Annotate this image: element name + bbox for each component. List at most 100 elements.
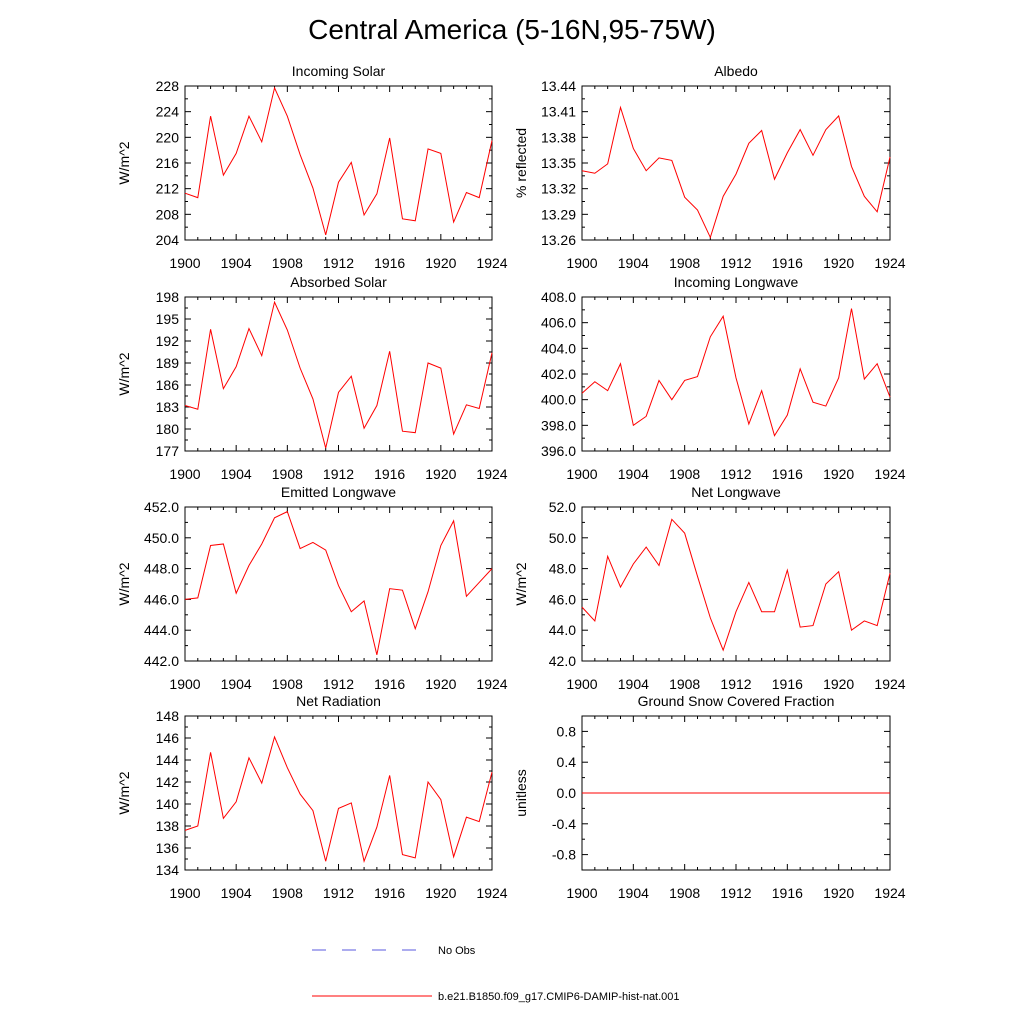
chart-albedo-title: Albedo: [714, 63, 758, 79]
chart-net-radiation-ytick-label: 138: [156, 818, 180, 834]
chart-albedo: Albedo % reflected 1900 1904 1908 1912 1916 192…: [513, 63, 906, 271]
chart-net-radiation-ytick-label: 148: [156, 708, 180, 724]
chart-incoming-longwave-frame: [581, 296, 891, 452]
chart-incoming-longwave-xtick-label: 1904: [618, 466, 649, 482]
chart-net-radiation-ytick-label: 134: [156, 862, 180, 878]
chart-albedo-ylabel: % reflected: [513, 128, 529, 198]
chart-ground-snow-covered-fraction: Ground Snow Covered Fraction unitless 1900…: [513, 693, 906, 901]
chart-incoming-solar-ytick-label: 220: [156, 129, 180, 145]
chart-absorbed-solar: Absorbed Solar W/m^2 1900 1904 1908 1912 1916 1…: [116, 274, 508, 482]
chart-net-radiation-xtick-label: 1912: [323, 885, 354, 901]
chart-net-longwave-xtick-label: 1912: [720, 676, 751, 692]
chart-net-longwave-ytick-label: 42.0: [549, 653, 576, 669]
chart-albedo-xtick-label: 1900: [566, 255, 597, 271]
chart-incoming-longwave-xtick-label: 1908: [669, 466, 700, 482]
chart-emitted-longwave-xtick-label: 1920: [425, 676, 456, 692]
chart-incoming-solar-series-line: [184, 86, 493, 236]
page-title: Central America (5-16N,95-75W): [308, 14, 716, 45]
chart-net-longwave-series-line: [581, 518, 891, 652]
chart-net-longwave: Net Longwave W/m^2 1900 1904 1908 1912 1916 192…: [513, 484, 906, 692]
chart-emitted-longwave: Emitted Longwave W/m^2 1900 1904 1908 1912 191…: [116, 484, 508, 692]
chart-net-radiation-xtick-label: 1916: [374, 885, 405, 901]
chart-net-longwave-xtick-label: 1900: [566, 676, 597, 692]
chart-absorbed-solar-title: Absorbed Solar: [290, 274, 387, 290]
chart-absorbed-solar-ytick-label: 177: [156, 443, 180, 459]
chart-albedo-ytick-label: 13.38: [541, 129, 576, 145]
chart-incoming-solar-xtick-label: 1920: [425, 255, 456, 271]
chart-ground-snow-covered-fraction-xtick-label: 1920: [823, 885, 854, 901]
chart-incoming-longwave-ytick-label: 402.0: [541, 366, 576, 382]
chart-net-radiation-xtick-label: 1900: [169, 885, 200, 901]
chart-ground-snow-covered-fraction-xtick-label: 1912: [720, 885, 751, 901]
chart-emitted-longwave-ytick-label: 450.0: [144, 530, 179, 546]
chart-albedo-ytick-label: 13.44: [541, 78, 576, 94]
chart-ground-snow-covered-fraction-ytick-label: -0.4: [552, 816, 576, 832]
chart-incoming-solar-ytick-label: 224: [156, 104, 180, 120]
chart-emitted-longwave-xtick-label: 1924: [476, 676, 507, 692]
chart-incoming-solar-ytick-label: 208: [156, 206, 180, 222]
chart-absorbed-solar-series-line: [184, 300, 493, 449]
chart-ground-snow-covered-fraction-xtick-label: 1916: [772, 885, 803, 901]
chart-incoming-solar-ytick-label: 216: [156, 155, 180, 171]
chart-emitted-longwave-xtick-label: 1912: [323, 676, 354, 692]
chart-incoming-longwave-xtick-label: 1924: [874, 466, 905, 482]
chart-emitted-longwave-ytick-label: 452.0: [144, 499, 179, 515]
chart-net-radiation-xtick-label: 1924: [476, 885, 507, 901]
chart-incoming-longwave-ytick-label: 406.0: [541, 315, 576, 331]
chart-absorbed-solar-xtick-label: 1924: [476, 466, 507, 482]
chart-incoming-longwave-ytick-label: 404.0: [541, 340, 576, 356]
chart-net-radiation-ytick-label: 140: [156, 796, 180, 812]
chart-net-longwave-ylabel: W/m^2: [513, 562, 529, 605]
chart-absorbed-solar-ytick-label: 180: [156, 421, 180, 437]
chart-emitted-longwave-ytick-label: 444.0: [144, 622, 179, 638]
chart-absorbed-solar-xtick-label: 1908: [272, 466, 303, 482]
chart-net-radiation-frame: [184, 715, 493, 871]
chart-incoming-solar-xtick-label: 1924: [476, 255, 507, 271]
chart-albedo-xtick-label: 1916: [772, 255, 803, 271]
chart-incoming-longwave-title: Incoming Longwave: [674, 274, 799, 290]
chart-incoming-longwave-xtick-label: 1916: [772, 466, 803, 482]
chart-net-radiation-ytick-label: 144: [156, 752, 180, 768]
chart-absorbed-solar-ytick-label: 192: [156, 333, 180, 349]
chart-incoming-longwave-ytick-label: 408.0: [541, 289, 576, 305]
chart-incoming-longwave-ytick-label: 400.0: [541, 392, 576, 408]
chart-incoming-longwave-series-line: [581, 308, 891, 437]
chart-ground-snow-covered-fraction-ylabel: unitless: [513, 769, 529, 816]
chart-net-longwave-frame: [581, 506, 891, 662]
chart-net-longwave-ytick-label: 52.0: [549, 499, 576, 515]
chart-net-radiation-ytick-label: 146: [156, 730, 180, 746]
chart-albedo-ytick-label: 13.35: [541, 155, 576, 171]
chart-net-radiation-xtick-label: 1904: [221, 885, 252, 901]
chart-albedo-xtick-label: 1904: [618, 255, 649, 271]
chart-net-longwave-ytick-label: 44.0: [549, 622, 576, 638]
chart-albedo-ytick-label: 13.29: [541, 206, 576, 222]
chart-net-radiation-ylabel: W/m^2: [116, 771, 132, 814]
chart-net-radiation-title: Net Radiation: [296, 693, 381, 709]
chart-incoming-solar-xtick-label: 1908: [272, 255, 303, 271]
chart-emitted-longwave-xtick-label: 1908: [272, 676, 303, 692]
chart-albedo-xtick-label: 1912: [720, 255, 751, 271]
chart-absorbed-solar-xtick-label: 1904: [221, 466, 252, 482]
chart-absorbed-solar-ytick-label: 198: [156, 289, 180, 305]
chart-absorbed-solar-ylabel: W/m^2: [116, 352, 132, 395]
chart-net-longwave-ytick-label: 46.0: [549, 591, 576, 607]
chart-absorbed-solar-xtick-label: 1916: [374, 466, 405, 482]
chart-albedo-xtick-label: 1924: [874, 255, 905, 271]
chart-net-longwave-xtick-label: 1924: [874, 676, 905, 692]
chart-ground-snow-covered-fraction-xtick-label: 1904: [618, 885, 649, 901]
chart-net-longwave-ytick-label: 50.0: [549, 530, 576, 546]
chart-emitted-longwave-series-line: [184, 510, 493, 655]
chart-absorbed-solar-xtick-label: 1900: [169, 466, 200, 482]
chart-net-longwave-xtick-label: 1920: [823, 676, 854, 692]
chart-albedo-frame: [581, 85, 891, 241]
chart-ground-snow-covered-fraction-title: Ground Snow Covered Fraction: [638, 693, 835, 709]
chart-ground-snow-covered-fraction-ytick-label: -0.8: [552, 847, 576, 863]
chart-incoming-longwave-ytick-label: 398.0: [541, 417, 576, 433]
chart-net-radiation-ytick-label: 136: [156, 840, 180, 856]
chart-ground-snow-covered-fraction-xtick-label: 1900: [566, 885, 597, 901]
chart-ground-snow-covered-fraction-ytick-label: 0.0: [557, 785, 577, 801]
chart-albedo-xtick-label: 1920: [823, 255, 854, 271]
chart-absorbed-solar-ytick-label: 186: [156, 377, 180, 393]
chart-net-longwave-ytick-label: 48.0: [549, 561, 576, 577]
